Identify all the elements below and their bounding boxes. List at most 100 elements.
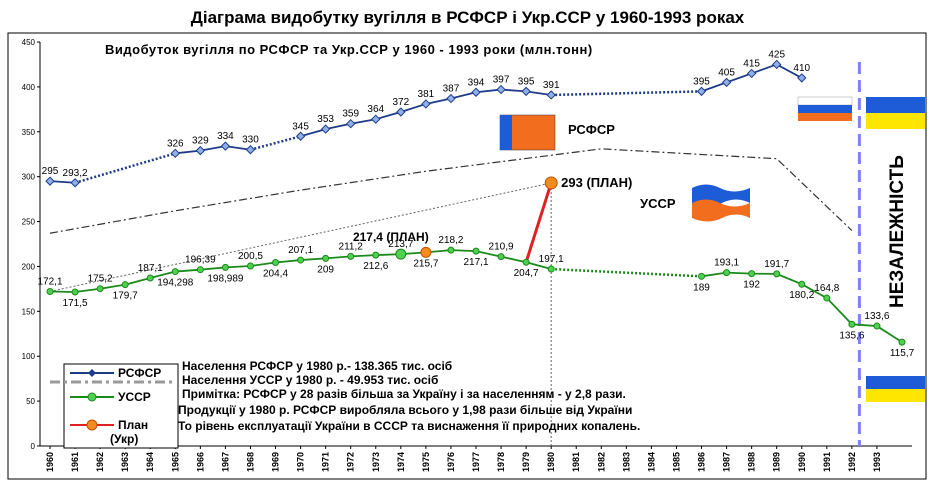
legend-ussr-marker — [87, 392, 97, 402]
note-5: То рівень експлуатації України в СССР та… — [178, 419, 640, 433]
ussr-data-label: 217,1 — [463, 257, 488, 268]
rsfsr-data-label: 395 — [518, 76, 535, 87]
rsfsr-point — [220, 141, 231, 151]
legend-plan-line1: План — [118, 418, 148, 432]
rsfsr-data-label: 391 — [543, 80, 560, 91]
ussr-point — [698, 272, 706, 280]
ussr-point — [171, 268, 179, 276]
rsfsr-line-segment — [175, 145, 251, 155]
rsfsr-flag-label: РСФСР — [568, 122, 615, 137]
rsfsr-point — [320, 124, 331, 134]
ussr-data-label: 175,2 — [88, 274, 113, 285]
x-tick-label: 1961 — [70, 452, 80, 472]
ussr-data-label: 211,2 — [339, 241, 364, 252]
plan-point — [420, 246, 432, 258]
ussr-point — [748, 270, 756, 278]
plan-line — [524, 182, 553, 263]
rsfsr-data-label: 359 — [342, 109, 359, 120]
rsfsr-data-label: 405 — [718, 67, 735, 78]
rsfsr-data-label: 397 — [493, 75, 510, 86]
x-tick-label: 1990 — [797, 452, 807, 472]
x-tick-label: 1968 — [245, 452, 255, 472]
rsfsr-point — [170, 148, 181, 159]
ussr-point — [723, 269, 731, 277]
ussr-data-label: 135,6 — [839, 330, 864, 341]
rsfsr-data-label: 295 — [42, 166, 59, 177]
x-tick-label: 1976 — [446, 452, 456, 472]
ussr-point — [96, 285, 104, 293]
rsfsr-data-label: 293,2 — [63, 168, 88, 179]
x-tick-label: 1986 — [697, 452, 707, 472]
rsfsr-data-label: 387 — [443, 84, 460, 95]
x-tick-label: 1963 — [120, 452, 130, 472]
legend-plan-marker — [86, 419, 98, 431]
legend-plan-line2: (Укр) — [110, 432, 138, 446]
ussr-point — [798, 280, 806, 288]
x-tick-label: 1978 — [496, 452, 506, 472]
x-tick-label: 1984 — [646, 452, 656, 472]
note-2: Населення УССР у 1980 р. - 49.953 тис. о… — [182, 373, 438, 387]
ussr-data-label: 204,7 — [514, 268, 539, 279]
rsfsr-data-label: 381 — [418, 89, 435, 100]
rsfsr-data-label: 364 — [367, 104, 384, 115]
x-tick-label: 1962 — [95, 452, 105, 472]
rsfsr-point — [797, 73, 807, 83]
ussr-point — [447, 246, 455, 254]
ussr-flag-label: УССР — [640, 196, 676, 211]
series-layer — [45, 59, 906, 446]
ussr-data-label: 172,1 — [37, 276, 62, 287]
rsfsr-data-label: 394 — [468, 77, 485, 88]
x-tick-label: 1992 — [847, 452, 857, 472]
guide-line — [49, 182, 552, 292]
rsfsr-point — [446, 93, 456, 104]
x-tick-label: 1979 — [521, 452, 531, 472]
ussr-point — [297, 256, 305, 264]
ussr-point — [196, 266, 204, 274]
x-tick-label: 1977 — [471, 452, 481, 472]
rsfsr-data-label: 372 — [392, 97, 409, 108]
ussr-data-label: 210,9 — [489, 242, 514, 253]
rsfsr-point — [70, 178, 80, 188]
rsfsr-data-label: 330 — [242, 135, 259, 146]
ussr-data-label: 200,5 — [238, 251, 263, 262]
x-tick-label: 1985 — [671, 452, 681, 472]
x-tick-label: 1983 — [621, 452, 631, 472]
ussr-data-label: 207,1 — [288, 245, 313, 256]
rsfsr-data-label: 395 — [693, 76, 710, 87]
ussr-line-segment — [551, 267, 702, 278]
ussr-point — [221, 263, 229, 271]
rsfsr-data-label: 345 — [292, 121, 309, 132]
rsfsr-point — [546, 90, 556, 100]
ukraine-flag-top-icon — [866, 97, 925, 129]
rsfsr-point — [195, 145, 206, 156]
legend-rsfsr: РСФСР — [118, 366, 161, 380]
rsfsr-point — [345, 118, 356, 129]
rsfsr-point — [245, 145, 256, 155]
x-tick-label: 1988 — [747, 452, 757, 472]
x-tick-label: 1966 — [195, 452, 205, 472]
rsfsr-point — [721, 77, 732, 88]
rsfsr-data-label: 415 — [743, 58, 760, 69]
y-tick-label: 400 — [22, 83, 36, 92]
rsfsr-point — [471, 87, 481, 97]
note-4: Продукції у 1980 р. РСФСР виробляла всьо… — [178, 403, 632, 417]
y-tick-label: 350 — [22, 128, 36, 137]
ussr-data-label: 194,298 — [157, 278, 194, 289]
plan-annotation: 217,4 (ПЛАН) — [353, 230, 429, 244]
rsfsr-data-label: 326 — [167, 138, 184, 149]
ussr-data-label: 180,2 — [789, 290, 814, 301]
x-tick-label: 1981 — [571, 452, 581, 472]
rsfsr-line-segment — [74, 152, 176, 184]
x-tick-label: 1960 — [45, 452, 55, 472]
ussr-point — [773, 270, 781, 278]
ussr-data-label: 197,1 — [539, 254, 564, 265]
ussr-data-label: 171,5 — [63, 298, 88, 309]
ussr-point — [322, 254, 330, 262]
rsfsr-data-label: 334 — [217, 131, 234, 142]
ussr-data-label: 198,989 — [207, 273, 244, 284]
ussr-data-label: 213,7 — [388, 239, 413, 250]
ussr-point — [372, 251, 380, 259]
x-tick-label: 1972 — [346, 452, 356, 472]
rsfsr-point — [496, 84, 506, 95]
